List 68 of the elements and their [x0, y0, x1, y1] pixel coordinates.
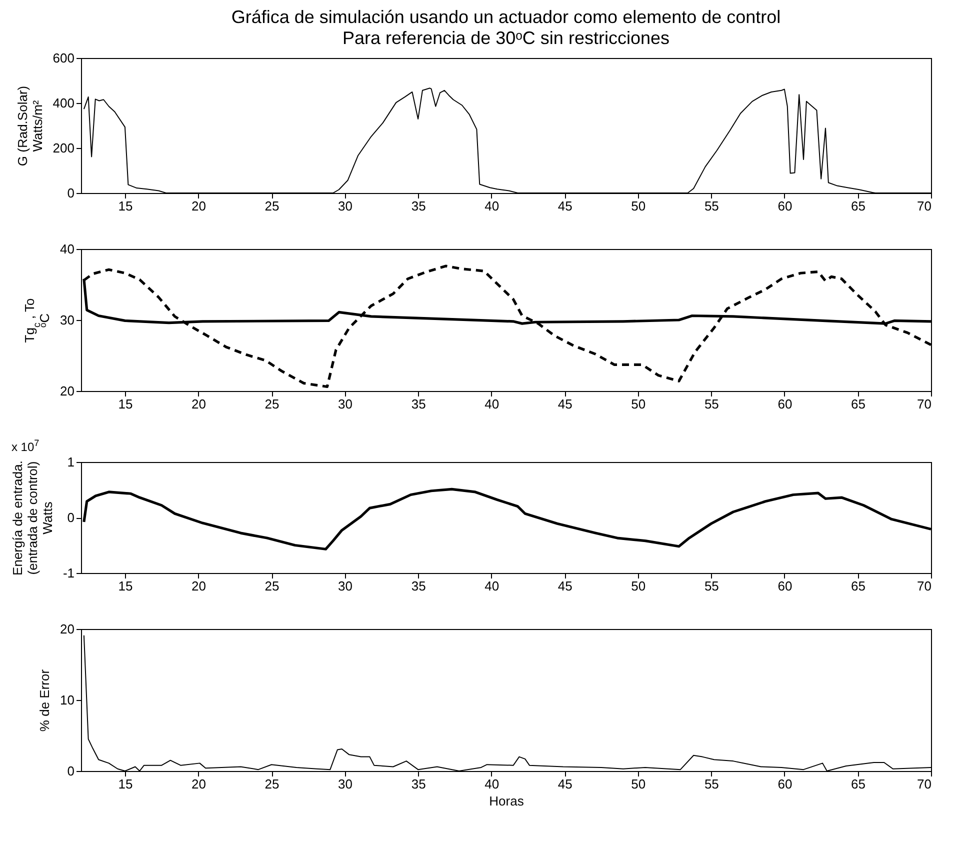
- x-tick-label: 65: [850, 198, 866, 214]
- x-tick-label: 70: [917, 198, 932, 214]
- y-axis-title: G (Rad.Solar) Watts/m²: [14, 86, 45, 166]
- x-tick-label: 15: [118, 198, 133, 214]
- y-axis-title: % de Error: [37, 668, 52, 732]
- x-tick-label: 30: [338, 776, 353, 792]
- x-tick-label: 70: [917, 578, 932, 594]
- x-tick-label: 20: [192, 396, 206, 412]
- y-tick-label: 0: [67, 186, 74, 200]
- x-tick-label: 20: [192, 776, 206, 792]
- x-tick-label: 55: [704, 396, 719, 412]
- x-tick-label: 15: [118, 578, 133, 594]
- y-tick-label: 10: [60, 692, 74, 708]
- x-tick-label: 60: [778, 578, 792, 594]
- y-tick-label: 400: [52, 96, 74, 110]
- x-tick-label: 45: [558, 198, 572, 214]
- x-tick-label: 35: [411, 776, 426, 792]
- x-tick-label: 30: [338, 396, 353, 412]
- x-tick-label: 55: [704, 578, 719, 594]
- x-tick-label: 70: [917, 776, 932, 792]
- y-axis-title: Energía de entrada. (entrada de control) Watts: [10, 460, 55, 576]
- x-tick-label: 45: [558, 578, 572, 594]
- y-tick-label: 20: [60, 622, 74, 636]
- x-tick-label: 35: [411, 578, 426, 594]
- x-tick-label: 55: [704, 776, 719, 792]
- y-tick-label: 20: [60, 384, 74, 398]
- x-tick-label: 40: [484, 776, 500, 792]
- x-tick-label: 50: [631, 198, 646, 214]
- y-tick-label: 40: [60, 242, 74, 256]
- x-tick-label: 50: [631, 776, 646, 792]
- x-tick-label: 45: [558, 776, 572, 792]
- x-tick-label: 30: [338, 578, 353, 594]
- x-tick-label: 20: [192, 198, 206, 214]
- x-tick-label: 45: [558, 396, 572, 412]
- x-tick-label: 25: [264, 396, 280, 412]
- x-tick-label: 60: [778, 396, 792, 412]
- y-tick-label: 0: [67, 764, 74, 778]
- chart-subtitle: Para referencia de 30ᵒC sin restricciones: [342, 28, 670, 48]
- x-tick-label: 60: [778, 198, 792, 214]
- x-tick-label: 40: [484, 396, 500, 412]
- x-tick-label: 60: [778, 776, 792, 792]
- x-tick-label: 65: [850, 776, 866, 792]
- x-tick-label: 50: [631, 578, 646, 594]
- x-tick-label: 65: [850, 396, 866, 412]
- y-tick-label: 0: [67, 510, 74, 525]
- x-axis-title: Horas: [489, 794, 524, 808]
- x-tick-label: 15: [118, 776, 133, 792]
- x-tick-label: 40: [484, 578, 500, 594]
- x-tick-label: 40: [484, 198, 500, 214]
- x-tick-label: 25: [264, 578, 280, 594]
- x-tick-label: 70: [917, 396, 932, 412]
- y-tick-label: 200: [52, 140, 74, 156]
- x-tick-label: 25: [264, 198, 280, 214]
- x-tick-label: 65: [850, 578, 866, 594]
- x-tick-label: 25: [264, 776, 280, 792]
- x-tick-label: 20: [192, 578, 206, 594]
- x-tick-label: 30: [338, 198, 353, 214]
- x-tick-label: 35: [411, 396, 426, 412]
- chart-title: Gráfica de simulación usando un actuador como elemento de control: [231, 7, 781, 27]
- x-tick-label: 15: [118, 396, 133, 412]
- text: x 10$^{7}$: [11, 438, 40, 454]
- y-tick-label: 600: [52, 50, 74, 66]
- y-tick-label: -1: [62, 566, 74, 580]
- y-tick-label: 30: [60, 312, 74, 328]
- x-tick-label: 55: [704, 198, 719, 214]
- y-tick-label: 1: [67, 454, 74, 470]
- x-tick-label: 35: [411, 198, 426, 214]
- x-tick-label: 50: [631, 396, 646, 412]
